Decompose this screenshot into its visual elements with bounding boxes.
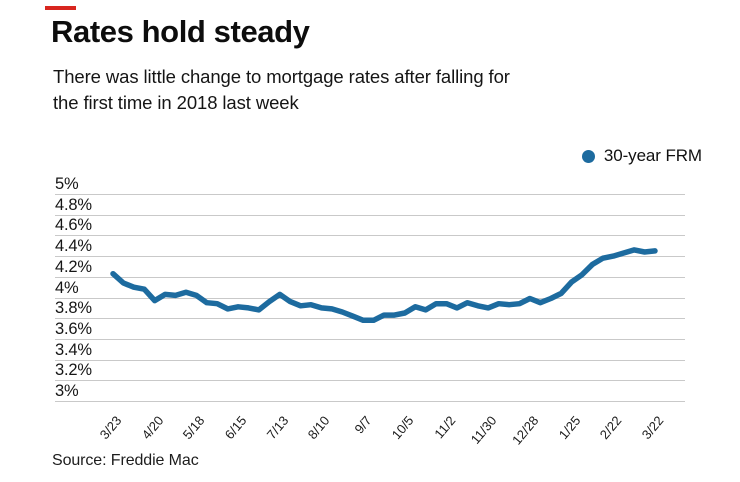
y-tick-label: 4.2%: [55, 257, 92, 276]
gridline: [55, 256, 685, 258]
y-tick-label: 3.2%: [55, 361, 92, 380]
gridline: [55, 380, 685, 382]
gridline: [55, 214, 685, 216]
gridline: [55, 297, 685, 299]
gridline: [55, 235, 685, 237]
chart-subtitle-line-1: There was little change to mortgage rate…: [53, 66, 510, 87]
y-tick-label: 3%: [55, 382, 79, 400]
gridline: [55, 359, 685, 361]
gridline: [55, 401, 685, 402]
y-tick-label: 3.4%: [55, 340, 92, 359]
y-tick-label: 4.4%: [55, 237, 92, 256]
legend-label: 30-year FRM: [603, 146, 702, 165]
y-tick-label: 4.8%: [55, 195, 92, 214]
frm-rate-line: [110, 247, 658, 324]
gridline: [55, 338, 685, 340]
legend-dot-icon: [581, 149, 595, 163]
y-tick-label: 4.6%: [55, 216, 92, 235]
y-tick-label: 4%: [55, 278, 79, 297]
chart-subtitle-line-2: the first time in 2018 last week: [53, 92, 299, 113]
source-credit: Source: Freddie Mac: [52, 452, 199, 469]
accent-dash: [45, 6, 76, 10]
gridline: [55, 194, 685, 195]
gridline: [55, 276, 685, 278]
page-title: Rates hold steady: [51, 14, 310, 49]
y-tick-label: 5%: [55, 175, 79, 193]
y-tick-label: 3.8%: [55, 299, 92, 318]
y-tick-label: 3.6%: [55, 319, 92, 338]
chart-legend: 30-year FRM: [581, 146, 702, 166]
